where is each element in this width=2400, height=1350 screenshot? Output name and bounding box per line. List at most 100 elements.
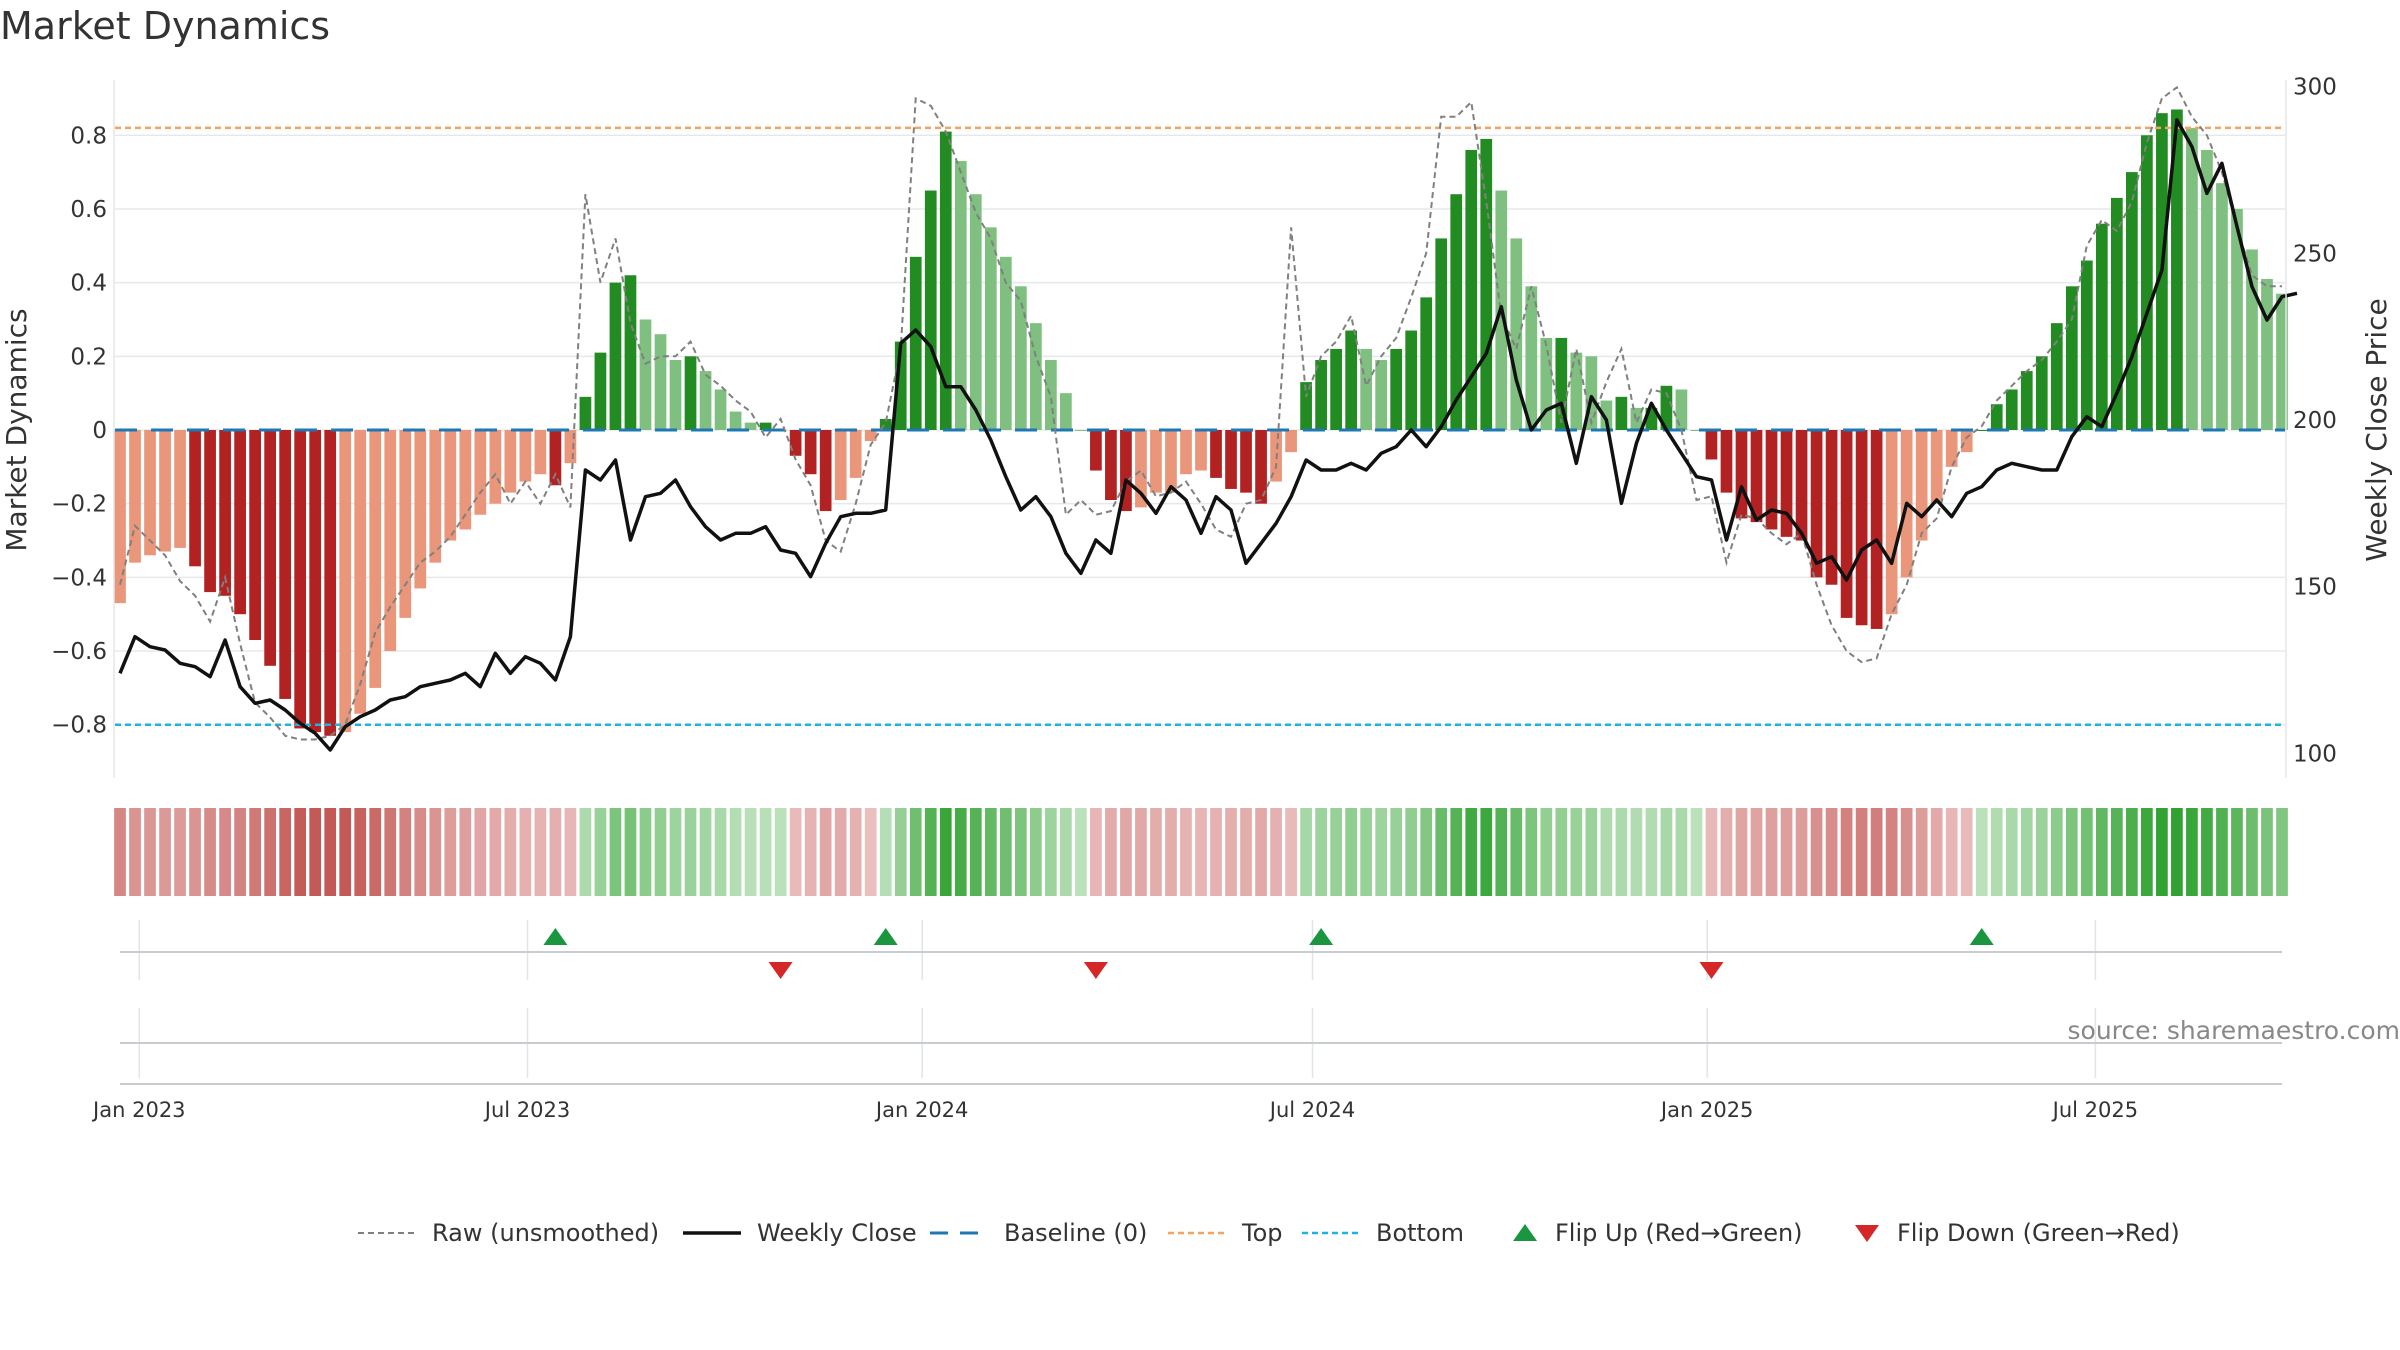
dynamics-bar: [624, 275, 637, 430]
legend-item-close: Weekly Close: [683, 1219, 917, 1247]
dynamics-bar: [1315, 360, 1327, 430]
reference-lines: [115, 126, 2285, 726]
state-band-cell: [189, 808, 201, 896]
legend-label: Bottom: [1376, 1219, 1464, 1247]
dynamics-bar: [789, 430, 802, 456]
state-band-cell: [159, 808, 171, 896]
state-band-cell: [459, 808, 472, 896]
state-band-cell: [1075, 808, 1087, 896]
dynamics-bar: [1510, 238, 1523, 430]
dynamics-bar: [204, 430, 216, 593]
state-band-cell: [1480, 808, 1493, 896]
dynamics-bar: [309, 430, 322, 733]
dynamics-bar: [444, 430, 457, 541]
dynamics-bars: [114, 109, 2288, 736]
dynamics-bar: [2141, 135, 2153, 430]
dynamics-bar: [504, 430, 517, 493]
state-band-cell: [384, 808, 397, 896]
dynamics-bar: [1255, 430, 1267, 504]
dynamics-bar: [669, 360, 682, 430]
dynamics-bar: [2080, 260, 2093, 430]
dynamics-bar: [1855, 430, 1868, 626]
dynamics-bar: [219, 430, 231, 596]
state-band-cell: [309, 808, 322, 896]
axes: 0.8 0.6 0.4 0.2 0 −0.2 −0.4 −0.6 −0.8 300 250 200 15…: [0, 75, 2393, 1122]
weekly-close-line: [118, 118, 2298, 752]
x-tick-label: Jan 2024: [874, 1098, 969, 1122]
legend: Raw (unsmoothed) Weekly Close Baseline (0)…: [358, 1219, 2180, 1247]
state-band-cell: [1300, 808, 1312, 896]
grid-lines: [115, 134, 2285, 1078]
legend-item-raw: Raw (unsmoothed): [358, 1219, 659, 1247]
dynamics-bar: [1930, 430, 1943, 504]
left-tick-label: −0.8: [51, 713, 107, 739]
dynamics-bar: [879, 418, 892, 430]
state-band-cell: [1540, 808, 1553, 896]
dynamics-bar: [1720, 430, 1733, 493]
left-tick-label: 0.2: [70, 344, 107, 370]
source-credit: source: sharemaestro.com: [2067, 1016, 2400, 1045]
state-band-cell: [759, 808, 772, 896]
state-band-cell: [2065, 808, 2078, 896]
state-band-cell: [2020, 808, 2033, 896]
state-band-cell: [1975, 808, 1988, 896]
dynamics-bar: [1960, 430, 1973, 453]
dynamics-bar: [1180, 430, 1192, 475]
dynamics-bar: [1060, 393, 1072, 430]
state-band-cell: [2186, 808, 2198, 896]
x-tick-label: Jul 2025: [2051, 1098, 2138, 1122]
state-band-cell: [594, 808, 607, 896]
state-band-cell: [1855, 808, 1868, 896]
flip-up-marker: [1969, 928, 1994, 945]
dynamics-bar: [294, 430, 307, 729]
dynamics-bar: [2261, 278, 2273, 430]
dynamics-bar: [1420, 297, 1433, 430]
state-band-cell: [789, 808, 802, 896]
left-tick-label: 0: [92, 418, 107, 444]
state-band-cell: [1750, 808, 1763, 896]
dynamics-bar: [1045, 360, 1057, 430]
state-band-cell: [1495, 808, 1508, 896]
state-band-cell: [2216, 808, 2228, 896]
dynamics-bar: [1750, 430, 1763, 523]
dynamics-bar: [429, 430, 442, 563]
dynamics-bar: [1285, 430, 1297, 453]
dynamics-bar: [1210, 430, 1222, 478]
state-band-cell: [2276, 808, 2288, 896]
right-tick-label: 300: [2293, 75, 2337, 101]
right-tick-label: 100: [2293, 741, 2337, 767]
state-band-cell: [879, 808, 892, 896]
state-band-cell: [369, 808, 382, 896]
dynamics-bar: [234, 430, 246, 615]
state-band-cell: [1915, 808, 1928, 896]
left-tick-label: 0.6: [70, 197, 107, 223]
state-band-cell: [1765, 808, 1778, 896]
state-band-cell: [129, 808, 141, 896]
state-band-cell: [1135, 808, 1147, 896]
dynamics-bar: [1690, 430, 1703, 431]
dynamics-bar: [1765, 430, 1778, 530]
state-band-cell: [144, 808, 156, 896]
dynamics-bar: [549, 430, 562, 486]
state-band-cell: [504, 808, 517, 896]
state-band-cell: [1105, 808, 1117, 896]
dynamics-bar: [759, 422, 772, 430]
dynamics-bar: [1540, 337, 1553, 430]
dynamics-bar: [1345, 330, 1357, 430]
state-band-cell: [354, 808, 367, 896]
dynamics-bar: [924, 190, 937, 430]
legend-item-flip-up: Flip Up (Red→Green): [1513, 1219, 1803, 1247]
state-band-cell: [729, 808, 742, 896]
dynamics-bar: [1645, 407, 1658, 430]
dynamics-bar: [2201, 150, 2213, 430]
flip-down-marker: [768, 962, 793, 979]
state-band-cell: [774, 808, 787, 896]
dynamics-bar: [354, 430, 367, 714]
legend-label: Top: [1241, 1219, 1283, 1247]
state-band-cell: [1435, 808, 1448, 896]
state-band-cell: [1285, 808, 1297, 896]
dynamics-bar: [1240, 430, 1252, 493]
dynamics-bar: [1014, 286, 1027, 430]
state-band-cell: [639, 808, 652, 896]
